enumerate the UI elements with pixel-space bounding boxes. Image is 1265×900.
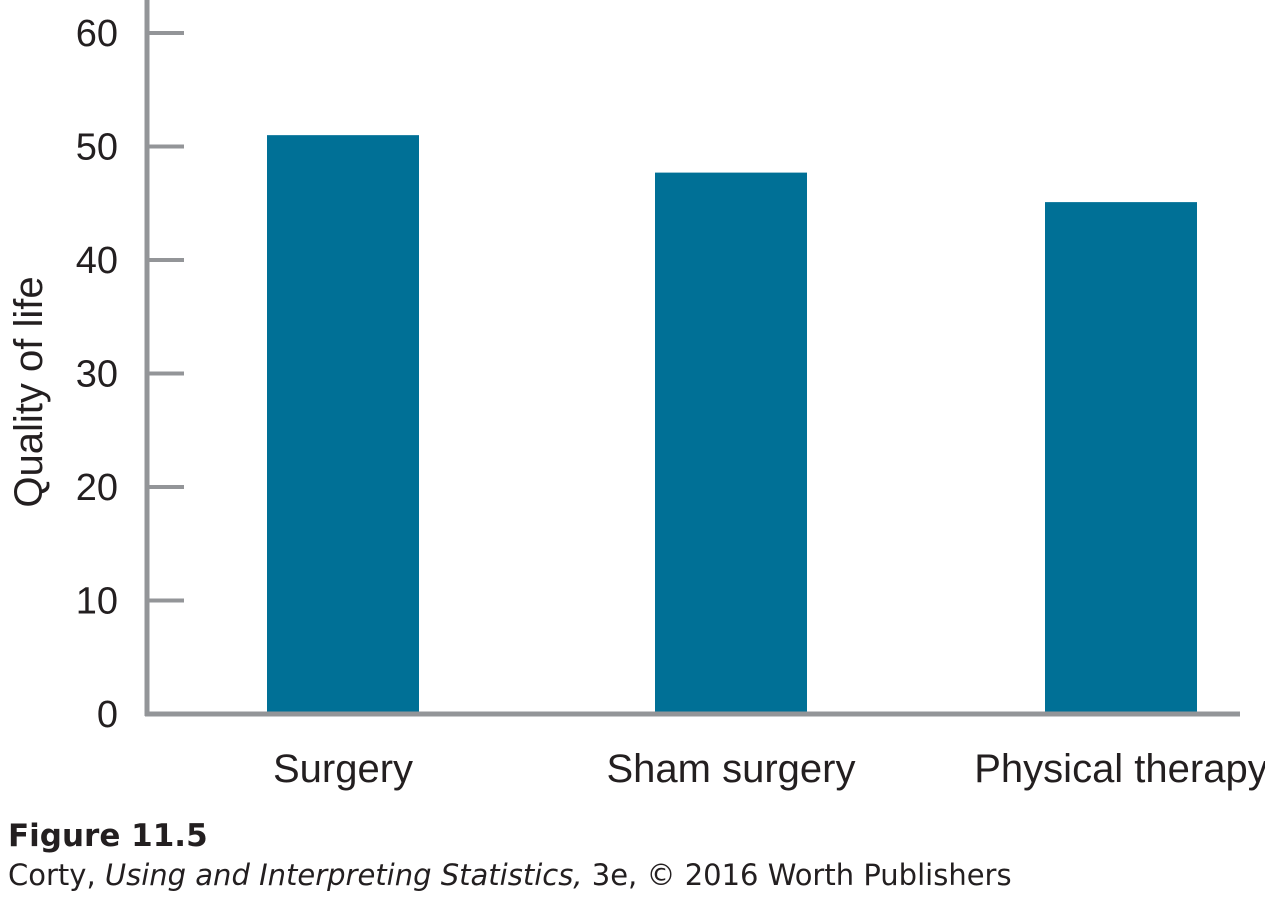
y-tick-label: 40 (76, 240, 118, 282)
bar-physical-therapy (1045, 202, 1197, 715)
x-category-label: Physical therapy (974, 747, 1265, 791)
y-axis-ticks: 0 10 20 30 40 50 60 (76, 13, 184, 736)
y-tick-label: 30 (76, 354, 118, 396)
x-axis-category-labels: Surgery Sham surgery Physical therapy (273, 747, 1265, 791)
bar-surgery (267, 135, 419, 714)
figure-credit: Corty, Using and Interpreting Statistics… (8, 858, 1012, 892)
y-tick-label: 50 (76, 127, 118, 169)
credit-edition-publisher: 3e, © 2016 Worth Publishers (582, 858, 1012, 892)
y-tick-label: 60 (76, 13, 118, 55)
credit-book-title: Using and Interpreting Statistics, (104, 858, 583, 892)
y-tick-label: 10 (76, 581, 118, 623)
x-category-label: Surgery (273, 747, 413, 791)
credit-author: Corty, (8, 858, 105, 892)
x-category-label: Sham surgery (607, 747, 856, 791)
y-axis-title: Quality of life (7, 276, 51, 507)
figure-number: Figure 11.5 (8, 818, 208, 854)
y-tick-label: 0 (97, 694, 118, 736)
bars (267, 135, 1197, 715)
bar-chart: 0 10 20 30 40 50 60 Surgery Sham surgery Physica… (7, 0, 1265, 791)
y-tick-label: 20 (76, 467, 118, 509)
bar-sham-surgery (655, 172, 807, 715)
